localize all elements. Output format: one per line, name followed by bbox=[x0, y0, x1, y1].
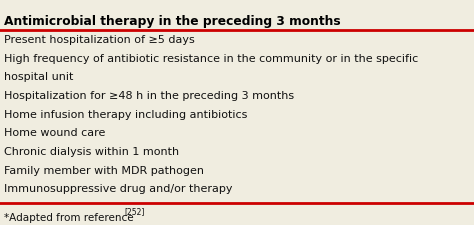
Text: [252]: [252] bbox=[124, 207, 145, 216]
Text: hospital unit: hospital unit bbox=[4, 72, 73, 82]
Text: Immunosuppressive drug and/or therapy: Immunosuppressive drug and/or therapy bbox=[4, 184, 232, 194]
Text: Home wound care: Home wound care bbox=[4, 128, 105, 138]
Text: Antimicrobial therapy in the preceding 3 months: Antimicrobial therapy in the preceding 3… bbox=[4, 15, 340, 28]
Text: Home infusion therapy including antibiotics: Home infusion therapy including antibiot… bbox=[4, 110, 247, 119]
Text: Family member with MDR pathogen: Family member with MDR pathogen bbox=[4, 166, 204, 176]
Text: Present hospitalization of ≥5 days: Present hospitalization of ≥5 days bbox=[4, 35, 194, 45]
Text: *Adapted from reference: *Adapted from reference bbox=[4, 213, 133, 223]
Text: Chronic dialysis within 1 month: Chronic dialysis within 1 month bbox=[4, 147, 179, 157]
Text: Hospitalization for ≥48 h in the preceding 3 months: Hospitalization for ≥48 h in the precedi… bbox=[4, 91, 294, 101]
Text: High frequency of antibiotic resistance in the community or in the specific: High frequency of antibiotic resistance … bbox=[4, 54, 418, 63]
